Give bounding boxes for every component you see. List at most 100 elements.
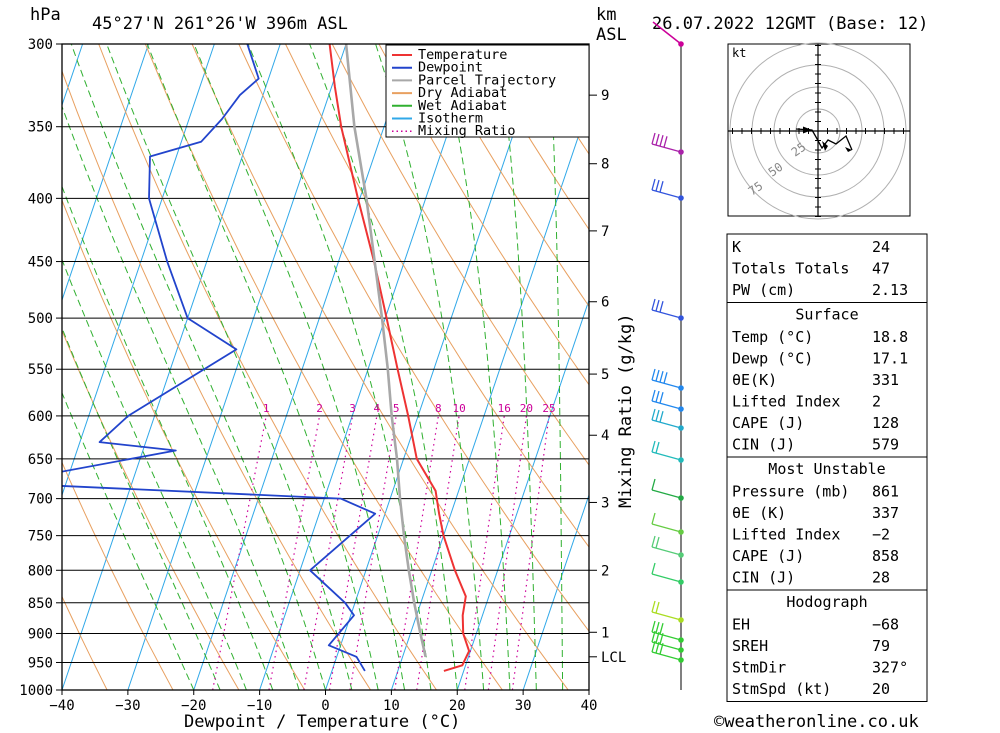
wind-barb-feather: [659, 181, 664, 193]
mixing-ratio-line: [511, 415, 550, 690]
mixing-ratio-label: 10: [452, 402, 465, 415]
pressure-tick-label: 550: [28, 362, 53, 378]
wind-barb-feather: [651, 408, 656, 421]
table-row-label: θE (K): [732, 504, 786, 522]
wind-barb-staff: [651, 651, 682, 661]
wet-adiabat-line: [247, 44, 432, 690]
hpa-unit-label: hPa: [30, 5, 61, 25]
wind-barb-feather: [651, 389, 656, 402]
isotherm-line: [522, 493, 589, 690]
wind-barb-feather: [655, 631, 660, 644]
table-row-label: StmDir: [732, 659, 786, 677]
wind-barb-staff: [651, 546, 682, 556]
table-row-label: Lifted Index: [732, 393, 840, 411]
mixing-ratio-line: [349, 415, 397, 690]
table-section-title: Hodograph: [786, 593, 867, 611]
hodograph-unit: kt: [732, 46, 746, 60]
wet-adiabat-line: [106, 44, 353, 690]
table-row-label: K: [732, 238, 741, 256]
wind-barb-staff: [651, 573, 682, 583]
isotherm-line: [259, 44, 479, 690]
wet-adiabat-line: [70, 44, 326, 690]
table-row-label: θE(K): [732, 371, 777, 389]
altitude-tick-label: LCL: [601, 650, 626, 666]
pressure-tick-label: 800: [28, 563, 53, 579]
altitude-tick-label: 8: [601, 157, 609, 173]
wind-level-dot: [678, 457, 684, 463]
wind-level-dot: [678, 195, 684, 201]
isotherm-line: [62, 44, 215, 497]
legend-box: [385, 44, 590, 138]
wind-barb-feather: [655, 299, 660, 312]
isotherm-line: [193, 44, 413, 690]
wind-barb-staff: [651, 523, 682, 533]
altitude-tick-label: 3: [601, 495, 609, 511]
table-row-label: EH: [732, 616, 750, 634]
hodograph-arrowhead: [803, 126, 812, 134]
wind-barb-staff: [651, 641, 682, 651]
mixing-ratio-line: [328, 415, 378, 690]
wind-barb-feather: [655, 536, 660, 549]
wind-barb-feather: [655, 641, 660, 654]
mixing-ratio-labels: 1 2 3 4 5 8 10 16 20 25: [263, 402, 556, 415]
table-row-value: 17.1: [872, 350, 908, 368]
wind-barb-feather: [659, 392, 664, 404]
wind-barb-feather: [655, 369, 660, 382]
legend-entry: Parcel Trajectory: [418, 72, 556, 88]
legend-entry: Dewpoint: [418, 60, 483, 76]
mixing-ratio-line: [487, 415, 528, 690]
table-row-label: Dewp (°C): [732, 350, 813, 368]
wind-barb-feather: [651, 600, 656, 613]
wind-barb-feather: [651, 620, 656, 633]
wind-barb-feather: [655, 441, 660, 454]
wind-barb-staff: [651, 189, 682, 199]
hodograph-arrowhead: [822, 141, 828, 151]
pressure-tick-label: 950: [28, 655, 53, 671]
wind-level-dot: [678, 552, 684, 558]
dry-adiabat-line: [939, 44, 1000, 690]
pressure-tick-label: 850: [28, 596, 53, 612]
km-unit-label: km: [596, 5, 616, 25]
table-row-label: Temp (°C): [732, 328, 813, 346]
legend-entry: Isotherm: [418, 111, 483, 127]
wind-barb-staff: [651, 611, 682, 621]
table-row-value: 858: [872, 547, 899, 565]
dry-adiabat-line: [62, 595, 108, 690]
wind-barb-staff: [651, 451, 682, 461]
isotherm-line: [62, 44, 281, 690]
wet-adiabat-line: [62, 326, 221, 690]
table-row-value: 28: [872, 569, 890, 587]
wet-adiabat-line: [62, 185, 274, 690]
table-row-label: CAPE (J): [732, 547, 804, 565]
x-tick-label: 30: [515, 698, 532, 714]
wind-barb-feather: [651, 440, 656, 453]
table-section-box: [726, 456, 928, 591]
dry-adiabat-line: [471, 44, 589, 231]
wind-barb-feather: [659, 135, 664, 147]
table-row-value: 47: [872, 260, 890, 278]
profile-series: [62, 44, 471, 672]
mixing-ratio-line: [416, 415, 460, 690]
dry-adiabat-line: [98, 44, 437, 690]
table-row-value: 861: [872, 483, 899, 501]
wind-level-dot: [678, 657, 684, 663]
isotherm-line: [0, 44, 17, 690]
asl-unit-label: ASL: [596, 25, 627, 45]
table-row-value: −2: [872, 526, 890, 544]
pressure-tick-label: 350: [28, 120, 53, 136]
x-tick-label: −20: [181, 698, 206, 714]
table-row-value: 24: [872, 238, 890, 256]
x-tick-label: 20: [449, 698, 466, 714]
pressure-tick-label: 750: [28, 529, 53, 545]
wind-barb-feather: [659, 371, 664, 383]
pressure-tick-label: 600: [28, 409, 53, 425]
altitude-tick-label: 6: [601, 295, 609, 311]
wind-barb-staff: [651, 489, 682, 499]
pressure-tick-label: 500: [28, 311, 53, 327]
dry-adiabat-line: [425, 44, 589, 308]
wind-barb-feather: [655, 601, 660, 614]
altitude-tick-label: 4: [601, 428, 609, 444]
